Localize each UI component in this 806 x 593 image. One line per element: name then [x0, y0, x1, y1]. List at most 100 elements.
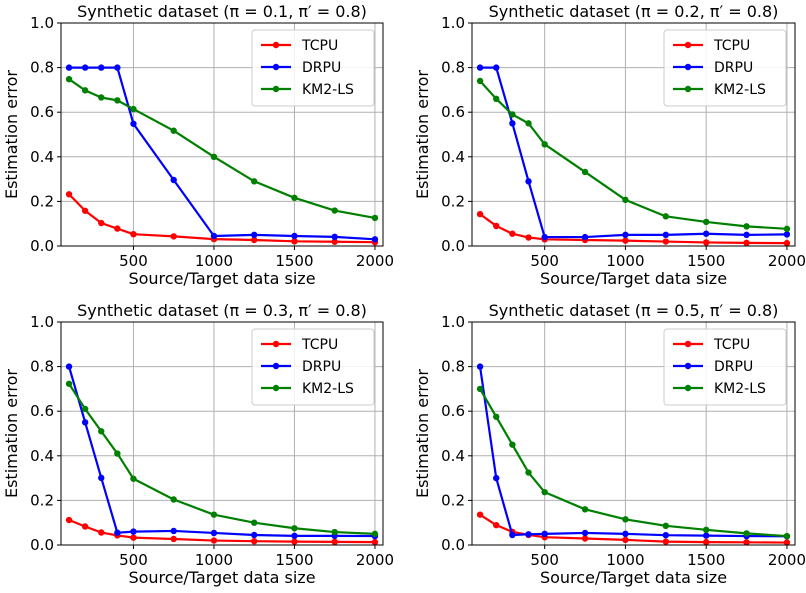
data-point-km2-ls — [493, 95, 500, 103]
data-point-drpu — [702, 532, 710, 539]
data-point-drpu — [81, 419, 89, 426]
legend-label-drpu: DRPU — [302, 359, 341, 375]
data-point-km2-ls — [783, 225, 791, 233]
data-point-km2-ls — [476, 385, 484, 393]
data-point-drpu — [130, 120, 137, 127]
legend-label-tcpu: TCPU — [713, 38, 750, 54]
data-point-drpu — [331, 233, 338, 241]
data-point-km2-ls — [541, 488, 548, 496]
series-line-tcpu — [479, 513, 787, 544]
data-point-km2-ls — [65, 75, 73, 83]
x-tick-label: 500 — [119, 551, 148, 569]
y-tick-label: 0.0 — [30, 536, 54, 554]
plot-frame — [60, 321, 384, 546]
data-point-km2-ls — [525, 469, 532, 476]
y-tick-label: 0.0 — [30, 237, 54, 255]
data-point-tcpu — [702, 538, 710, 546]
data-point-drpu — [783, 231, 791, 238]
data-point-km2-ls — [371, 530, 379, 538]
x-tick-label: 1500 — [275, 551, 313, 569]
data-point-tcpu — [170, 233, 177, 240]
data-point-tcpu — [98, 529, 105, 536]
x-axis-label: Source/Target data size — [540, 568, 727, 587]
data-point-drpu — [251, 231, 258, 239]
chart-title: Synthetic dataset (π = 0.2, π′ = 0.8) — [489, 2, 779, 21]
data-point-tcpu — [130, 534, 137, 541]
data-point-drpu — [662, 231, 669, 239]
legend: TCPU DRPU KM2-LS — [663, 29, 787, 107]
data-point-tcpu — [130, 230, 137, 238]
data-point-km2-ls — [702, 218, 710, 226]
y-tick-label: 0.6 — [30, 103, 54, 121]
legend-marker-tcpu — [272, 41, 280, 49]
y-tick-label: 0.4 — [30, 148, 54, 166]
legend-box — [663, 29, 787, 107]
data-point-tcpu — [783, 539, 791, 546]
plot-frame — [60, 22, 384, 247]
data-point-drpu — [622, 530, 629, 538]
data-point-km2-ls — [331, 207, 338, 214]
legend-marker-tcpu — [684, 41, 692, 49]
data-point-drpu — [114, 64, 121, 71]
data-point-tcpu — [371, 538, 379, 546]
data-point-drpu — [525, 531, 532, 538]
x-tick-label: 2000 — [768, 551, 806, 569]
data-point-drpu — [210, 529, 218, 537]
series-line-km2-ls — [68, 383, 375, 535]
data-point-drpu — [291, 232, 298, 240]
data-point-km2-ls — [114, 97, 121, 104]
data-point-tcpu — [743, 239, 750, 247]
legend-label-drpu: DRPU — [302, 60, 341, 76]
y-axis-label: Estimation error — [413, 369, 432, 498]
y-tick-label: 0.8 — [30, 59, 54, 77]
y-tick-label: 1.0 — [441, 313, 465, 331]
data-point-km2-ls — [130, 105, 137, 113]
data-point-km2-ls — [581, 506, 589, 513]
data-point-drpu — [662, 531, 669, 539]
data-point-tcpu — [65, 516, 73, 524]
data-point-drpu — [509, 120, 516, 127]
data-point-tcpu — [509, 230, 516, 237]
x-tick-label: 1000 — [606, 551, 644, 569]
chart-title: Synthetic dataset (π = 0.3, π′ = 0.8) — [77, 301, 367, 320]
data-point-tcpu — [81, 207, 89, 214]
x-tick-label: 1500 — [275, 252, 313, 270]
data-point-km2-ls — [65, 380, 73, 387]
data-point-km2-ls — [702, 526, 710, 534]
data-point-tcpu — [291, 538, 298, 545]
legend-label-km2-ls: KM2-LS — [714, 82, 766, 98]
x-axis-label: Source/Target data size — [128, 568, 315, 587]
legend-label-km2-ls: KM2-LS — [714, 381, 766, 397]
legend-label-drpu: DRPU — [714, 359, 753, 375]
x-tick-label: 1000 — [195, 551, 233, 569]
data-point-km2-ls — [251, 519, 258, 526]
data-point-tcpu — [662, 538, 669, 545]
data-point-drpu — [371, 236, 379, 243]
legend-box — [251, 328, 375, 406]
data-point-km2-ls — [130, 475, 137, 482]
data-point-drpu — [525, 178, 532, 185]
legend-marker-km2-ls — [272, 85, 280, 93]
data-point-drpu — [65, 64, 73, 71]
data-point-drpu — [98, 474, 105, 482]
x-tick-label: 2000 — [356, 252, 394, 270]
x-axis-label: Source/Target data size — [128, 269, 315, 288]
y-tick-label: 1.0 — [30, 313, 54, 331]
y-tick-label: 1.0 — [30, 14, 54, 32]
data-point-tcpu — [170, 535, 177, 543]
data-point-km2-ls — [251, 178, 258, 185]
legend-marker-km2-ls — [684, 85, 692, 93]
data-point-drpu — [291, 532, 298, 540]
data-point-km2-ls — [170, 127, 177, 134]
y-tick-label: 0.6 — [441, 103, 465, 121]
data-point-drpu — [743, 231, 750, 239]
y-tick-label: 0.6 — [30, 402, 54, 420]
data-point-km2-ls — [662, 213, 669, 220]
y-tick-label: 1.0 — [441, 14, 465, 32]
data-point-km2-ls — [371, 214, 379, 222]
data-point-km2-ls — [114, 450, 121, 457]
legend-label-km2-ls: KM2-LS — [302, 381, 354, 397]
data-point-km2-ls — [743, 223, 750, 230]
y-tick-label: 0.0 — [441, 536, 465, 554]
data-point-km2-ls — [622, 196, 629, 204]
